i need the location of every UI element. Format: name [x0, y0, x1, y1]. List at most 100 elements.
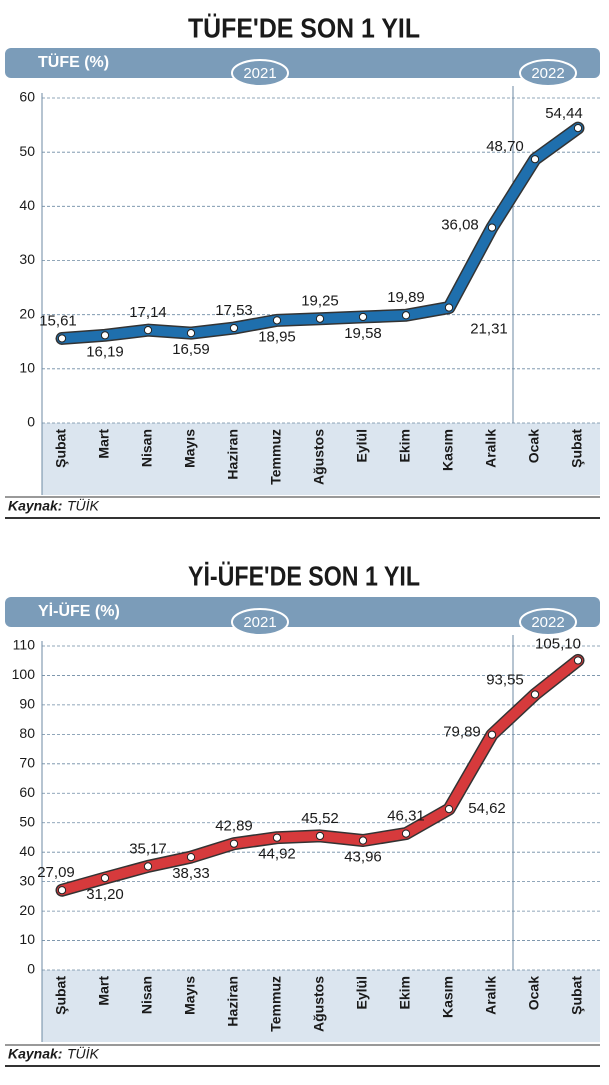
point — [315, 831, 325, 841]
y-tick-label: 40 — [19, 197, 35, 213]
value-label: 105,10 — [535, 635, 581, 652]
point — [57, 334, 67, 343]
x-tick-label: Şubat — [569, 976, 585, 1015]
value-label: 18,95 — [258, 328, 296, 345]
point — [530, 155, 540, 164]
source-label: Kaynak: — [8, 1046, 62, 1062]
y-tick-label: 110 — [13, 637, 36, 653]
value-label: 79,89 — [443, 724, 481, 741]
x-tick-label: Ekim — [397, 429, 413, 462]
chart-title: TÜFE'DE SON 1 YIL — [188, 12, 420, 43]
y-tick-label: 100 — [12, 666, 36, 682]
x-tick-label: Mayıs — [182, 976, 198, 1015]
point — [272, 316, 282, 325]
y-tick-label: 40 — [19, 843, 35, 859]
point — [229, 839, 239, 848]
x-tick-label: Mart — [96, 976, 112, 1006]
value-label: 93,55 — [486, 671, 524, 688]
value-label: 17,14 — [129, 304, 167, 321]
source: TÜİK — [67, 1045, 100, 1062]
source-label: Kaynak: — [8, 498, 62, 514]
x-tick-label: Mart — [96, 429, 112, 459]
point — [358, 836, 368, 845]
point — [100, 874, 110, 883]
value-label: 16,19 — [86, 343, 124, 360]
point — [315, 314, 325, 323]
point — [272, 833, 282, 842]
y-tick-label: 0 — [27, 414, 35, 430]
value-label: 44,92 — [258, 846, 296, 863]
axis-label: Yİ-ÜFE (%) — [38, 601, 120, 620]
point — [186, 329, 196, 338]
value-label: 46,31 — [387, 808, 425, 825]
y-tick-label: 20 — [19, 305, 35, 321]
y-tick-label: 30 — [19, 872, 35, 888]
axis-label: TÜFE (%) — [38, 52, 109, 71]
y-tick-label: 10 — [19, 360, 35, 376]
point — [444, 303, 454, 312]
x-tick-label: Ocak — [526, 429, 542, 463]
x-tick-label: Temmuz — [268, 976, 284, 1032]
x-tick-label: Şubat — [569, 429, 585, 468]
value-label: 19,58 — [344, 325, 382, 342]
x-tick-label: Şubat — [53, 976, 69, 1015]
value-label: 36,08 — [441, 217, 479, 234]
x-tick-label: Şubat — [53, 429, 69, 468]
y-tick-label: 30 — [19, 251, 35, 267]
value-label: 16,59 — [172, 341, 210, 358]
chart-title: Yİ-ÜFE'DE SON 1 YIL — [188, 560, 420, 591]
point — [186, 853, 196, 862]
value-label: 27,09 — [37, 864, 75, 881]
period-badge — [231, 59, 289, 87]
y-tick-label: 20 — [19, 902, 35, 918]
x-tick-label: Haziran — [225, 976, 241, 1027]
value-label: 43,96 — [344, 848, 382, 865]
value-label: 19,89 — [387, 289, 425, 306]
value-label: 15,61 — [39, 312, 77, 329]
x-tick-label: Eylül — [354, 976, 370, 1009]
y-tick-label: 50 — [19, 813, 35, 829]
value-label: 38,33 — [172, 865, 210, 882]
value-label: 31,20 — [86, 886, 124, 903]
y-tick-label: 80 — [19, 725, 35, 741]
value-label: 35,17 — [129, 840, 167, 857]
x-tick-label: Ekim — [397, 976, 413, 1009]
period-label: 2022 — [531, 65, 564, 82]
category-band — [42, 970, 600, 1042]
category-band — [42, 423, 600, 495]
point — [444, 805, 454, 814]
y-tick-label: 50 — [19, 143, 35, 159]
point — [487, 223, 497, 232]
x-tick-label: Haziran — [225, 429, 241, 480]
point — [100, 331, 110, 340]
point — [401, 829, 411, 838]
y-tick-label: 0 — [27, 961, 35, 977]
x-tick-label: Ağustos — [311, 976, 327, 1032]
point — [573, 124, 583, 133]
source: TÜİK — [67, 497, 100, 514]
x-tick-label: Aralık — [483, 429, 499, 468]
point — [57, 886, 67, 895]
x-tick-label: Nisan — [139, 429, 155, 467]
point — [487, 730, 497, 739]
value-label: 17,53 — [215, 302, 253, 319]
y-tick-label: 70 — [19, 755, 35, 771]
x-tick-label: Temmuz — [268, 429, 284, 485]
period-badge — [519, 608, 577, 636]
period-badge — [519, 59, 577, 87]
point — [358, 312, 368, 322]
point — [143, 326, 153, 335]
x-tick-label: Nisan — [139, 976, 155, 1014]
point — [573, 656, 583, 665]
x-tick-label: Ağustos — [311, 429, 327, 485]
y-tick-label: 60 — [19, 89, 35, 105]
value-label: 42,89 — [215, 818, 253, 835]
value-label: 45,52 — [301, 810, 339, 827]
y-tick-label: 60 — [19, 784, 35, 800]
y-tick-label: 10 — [19, 931, 35, 947]
point — [229, 323, 239, 333]
x-tick-label: Kasım — [440, 429, 456, 471]
period-badge — [231, 608, 289, 636]
point — [401, 311, 411, 320]
